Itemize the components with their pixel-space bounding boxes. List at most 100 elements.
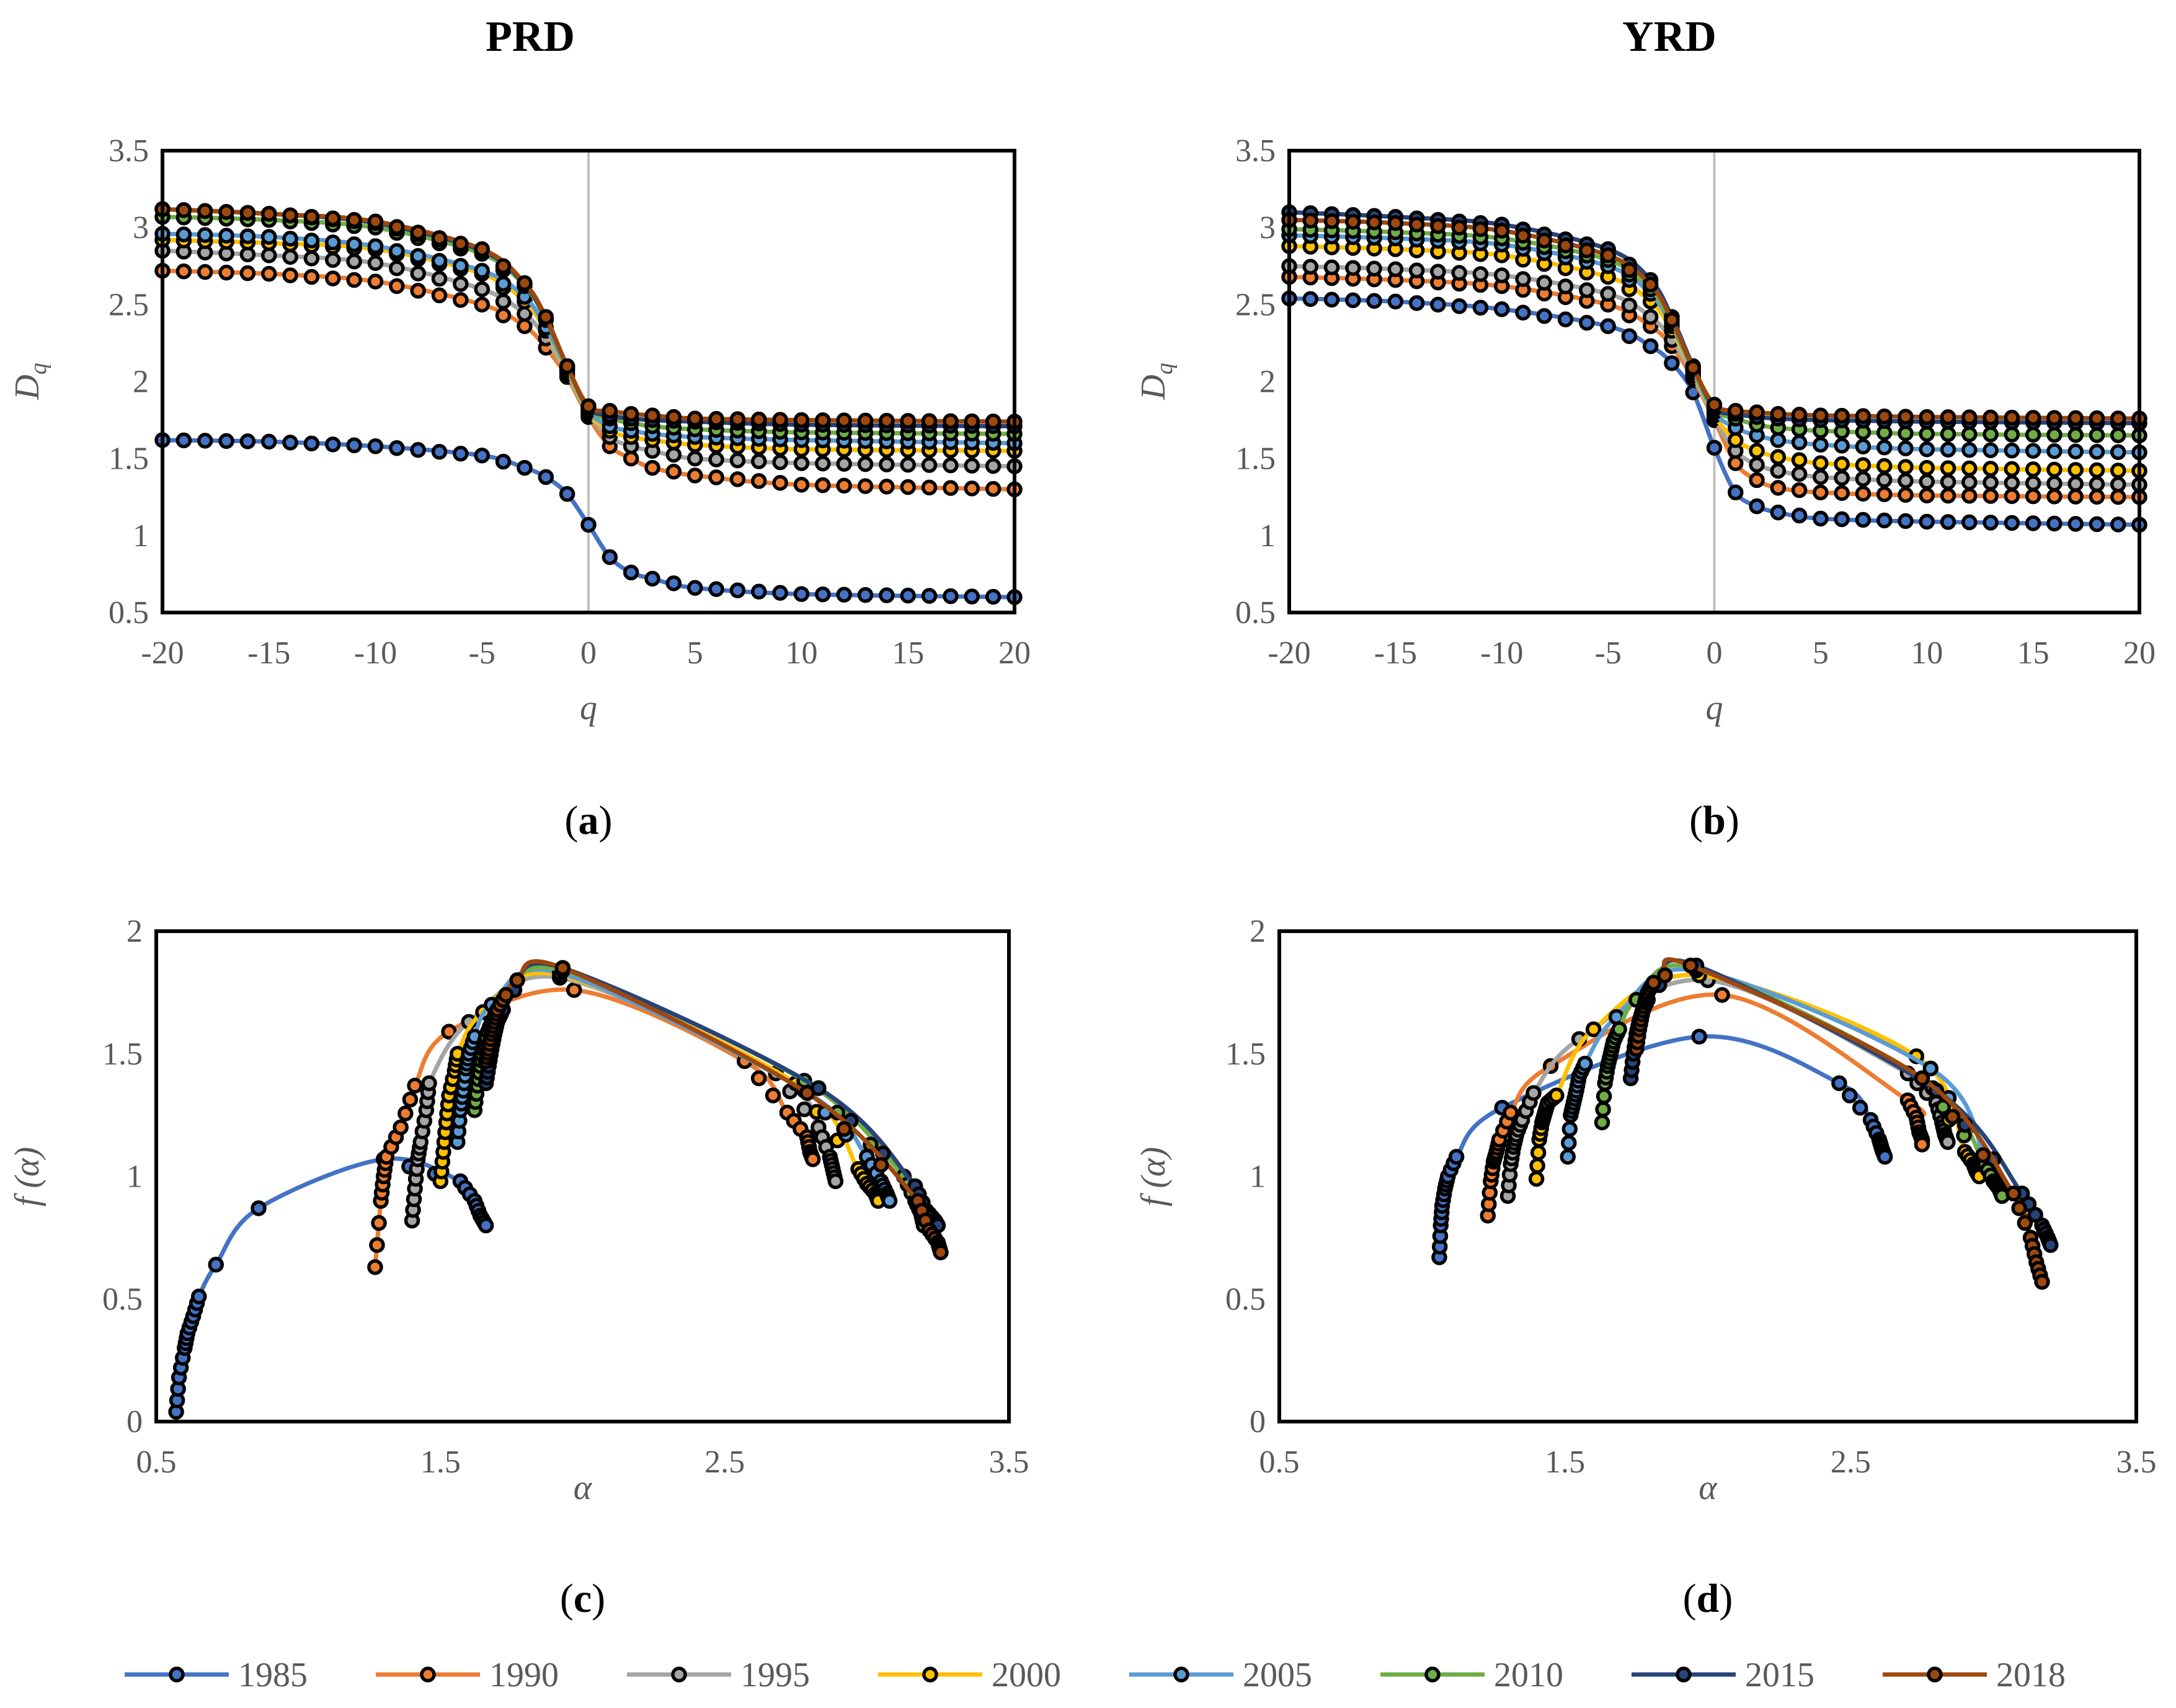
panel-label-paren: ) [592,1576,605,1621]
data-point [1706,397,1723,413]
data-point [1503,1104,1519,1121]
legend-marker [1927,1666,1943,1683]
data-point [441,1024,457,1040]
data-point [1834,438,1850,454]
data-point [474,447,490,464]
x-tick-label: 3.5 [2116,1445,2157,1480]
legend-item-1995: 1995 [627,1656,810,1694]
data-point [566,982,582,998]
x-tick-label: 1.5 [1545,1445,1585,1480]
data-point [197,227,213,243]
data-point [836,456,852,472]
data-point [1961,409,1978,425]
data-point [367,213,384,229]
data-point [900,413,916,429]
data-point [282,207,298,224]
data-point [1961,514,1978,531]
data-point [1919,487,1935,504]
data-point [2004,488,2020,505]
data-point [879,456,895,472]
data-point [1876,1149,1893,1165]
plot-area [1279,931,2136,1422]
data-point [325,270,341,286]
panel-label: (a) [565,798,613,843]
data-point [495,307,512,324]
data-point [857,478,874,494]
data-point [495,453,512,470]
data-point [1302,291,1319,308]
x-tick-label: -20 [1268,635,1310,671]
data-point [1919,409,1935,425]
y-axis-label-sub: q [25,363,51,374]
legend-item-2005: 2005 [1129,1656,1312,1694]
data-point [367,1259,383,1275]
plot-border [1277,929,2138,1423]
data-point [900,587,916,604]
data-point [367,273,384,290]
data-point [218,228,234,244]
data-point [985,414,1001,430]
data-point [197,433,213,449]
data-point [1813,455,1829,471]
y-axis-label: Dq [8,363,51,400]
data-point [431,230,448,246]
data-point [1682,957,1699,974]
data-point [900,479,916,495]
data-point [1728,484,1744,501]
data-point [827,1173,844,1190]
data-point [208,1257,224,1273]
x-axis-label: α [574,1469,593,1507]
y-tick-label: 1 [133,518,149,554]
series-1985 [154,432,1023,605]
y-tick-label: 1.5 [1235,441,1276,477]
data-point [1323,259,1340,275]
y-tick-label: 2.5 [109,287,149,322]
panel-d: 0 0.5 1 1.5 2 0.5 1.5 2.5 3.5 α f (α) (d) [1134,914,2157,1621]
data-point [1366,214,1382,231]
data-point [2004,475,2020,491]
x-tick-label: -10 [354,635,397,671]
data-point [1855,471,1872,487]
data-point [602,549,618,565]
data-point [239,205,256,221]
data-point [1940,441,1956,458]
data-point [2067,462,2084,478]
x-tick-label: 5 [1813,635,1829,671]
data-point [772,585,788,601]
x-tick-label: -15 [247,635,290,671]
data-point [793,455,810,471]
data-point [2027,1206,2043,1223]
data-point [1770,405,1787,422]
data-point [389,260,405,277]
legend-label: 2018 [1996,1656,2066,1694]
data-point [2004,427,2020,443]
data-point [554,960,571,976]
data-point [1642,277,1659,293]
data-point [1898,459,1914,475]
data-point [1935,1099,1952,1115]
data-point [1594,1114,1610,1131]
data-point [687,410,703,427]
data-point [836,1121,852,1137]
data-point [1855,511,1872,528]
data-point [538,469,554,485]
data-point [1691,1029,1707,1045]
data-point [495,293,512,310]
panel-label-paren: ) [599,798,613,843]
series-2018 [1281,212,2147,427]
data-point [1451,265,1467,281]
data-point [261,265,277,282]
data-point [346,254,362,270]
data-point [1770,432,1787,448]
data-point [805,1151,821,1167]
data-point [303,250,320,267]
data-point [580,398,597,414]
data-point [1855,485,1872,502]
data-point [815,586,831,603]
plot-border [161,149,1016,614]
data-point [1749,498,1765,515]
data-point [1596,1088,1612,1105]
data-point [2025,410,2041,426]
data-point [665,575,682,591]
data-point [197,203,213,219]
